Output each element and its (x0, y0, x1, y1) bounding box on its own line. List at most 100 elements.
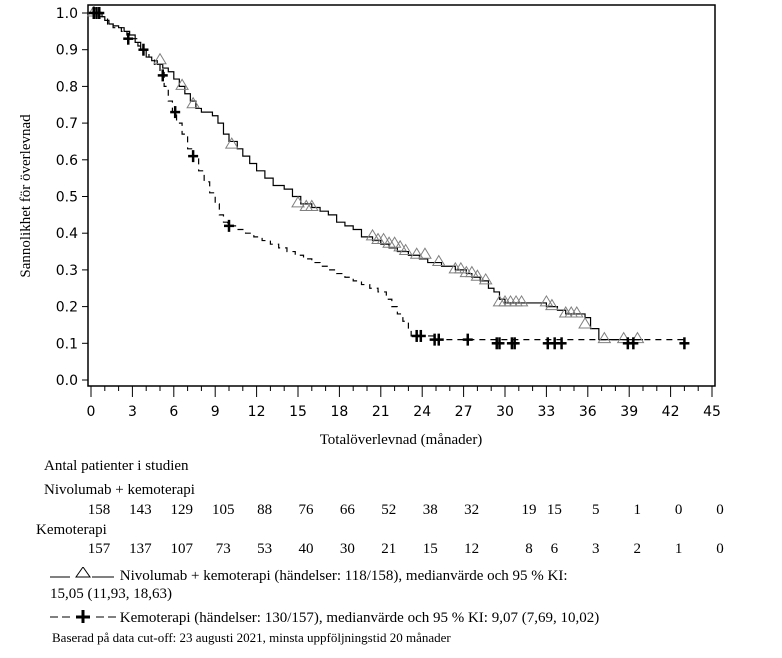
censor-plus (679, 337, 690, 350)
censor-plus (157, 69, 168, 82)
censor-triangle (418, 247, 432, 259)
at-risk-count: 157 (87, 541, 111, 557)
censor-triangle (470, 269, 485, 281)
censor-triangle (393, 239, 408, 252)
y-tick-label: 0.1 (56, 336, 78, 352)
at-risk-count: 76 (298, 502, 314, 518)
curve-nivolumab (91, 12, 643, 341)
at-risk-count: 52 (381, 502, 397, 518)
y-tick-label: 0.9 (56, 43, 78, 59)
censor-plus (494, 337, 505, 350)
censor-plus (462, 333, 473, 346)
legend-nivo: Nivolumab + kemoterapi (händelser: 118/1… (50, 566, 568, 585)
censor-triangle (431, 254, 446, 267)
at-risk-group-nivo: Nivolumab + kemoterapi (44, 482, 195, 498)
at-risk-count: 40 (298, 541, 314, 557)
at-risk-count: 1 (674, 541, 683, 557)
plot-frame (87, 4, 716, 387)
at-risk-count: 38 (422, 502, 438, 518)
censor-triangle (545, 298, 559, 311)
at-risk-count: 143 (129, 502, 152, 518)
censor-plus (628, 337, 639, 350)
curves (91, 12, 685, 344)
censor-plus (556, 337, 567, 350)
censor-triangle (597, 331, 612, 344)
x-tick-label: 42 (662, 404, 680, 420)
x-tick-label: 15 (289, 404, 307, 420)
x-tick-label: 18 (330, 404, 348, 420)
legend-chemo-text: Kemoterapi (händelser: 130/157), medianv… (119, 610, 600, 626)
x-tick-label: 9 (211, 404, 220, 420)
y-tick-label: 1.0 (56, 6, 78, 22)
censor-triangle (514, 294, 529, 307)
censor-plus (415, 329, 426, 342)
x-tick-label: 39 (620, 404, 638, 420)
x-tick-label: 27 (455, 404, 473, 420)
footnote: Baserad på data cut-off: 23 augusti 2021… (52, 630, 451, 645)
x-tick-label: 24 (413, 404, 431, 420)
censor-triangle (578, 316, 592, 329)
x-tick-label: 30 (496, 404, 514, 420)
legend-chemo: Kemoterapi (händelser: 130/157), medianv… (50, 609, 599, 627)
at-risk-count: 158 (87, 502, 111, 518)
censor-triangle (569, 305, 584, 318)
censor-triangle (224, 137, 239, 149)
at-risk-count: 73 (215, 541, 231, 557)
censor-triangle (175, 78, 189, 90)
km-chart: 0.00.10.20.30.40.50.60.70.80.91.0 0 3 6 9 12… (18, 4, 721, 448)
at-risk-count: 6 (550, 541, 559, 557)
x-tick-label: 36 (579, 404, 597, 420)
x-tick-label: 33 (537, 404, 555, 420)
y-tick-label: 0.0 (56, 373, 78, 389)
legend-nivo-symbol (50, 566, 114, 578)
at-risk-count: 8 (525, 541, 533, 557)
censor-plus (433, 333, 444, 346)
legend-nivo-median: 15,05 (11,93, 18,63) (50, 586, 172, 602)
x-tick-label: 12 (248, 404, 266, 420)
y-tick-label: 0.5 (56, 190, 78, 206)
censor-plus (188, 150, 199, 163)
at-risk-count: 5 (592, 502, 600, 518)
censor-triangle (291, 195, 305, 208)
censor-plus (123, 32, 134, 45)
at-risk-count: 137 (129, 541, 152, 557)
censor-plus (509, 337, 520, 350)
curve-kemoterapi (91, 12, 685, 344)
at-risk-count: 12 (464, 541, 480, 557)
at-risk-count: 15 (422, 541, 438, 557)
censor-triangle (398, 243, 413, 256)
y-axis: 0.0 0.1 0.2 0.3 0.4 0.5 0.6 0.7 0.8 0.9 1.0 (56, 6, 88, 389)
y-tick-label: 0.4 (56, 226, 78, 242)
at-risk-count: 105 (211, 502, 235, 518)
censor-triangle (304, 199, 319, 212)
at-risk-count: 107 (170, 541, 194, 557)
at-risk-count: 32 (464, 502, 480, 518)
censor-triangle (453, 261, 468, 274)
censor-plus (224, 219, 234, 232)
x-tick-label: 0 (87, 404, 96, 420)
x-tick-label: 45 (703, 404, 721, 420)
censor-markers (86, 5, 690, 350)
censor-triangle (365, 228, 380, 241)
y-tick-label: 0.3 (56, 263, 78, 279)
x-tick-label: 6 (169, 404, 178, 420)
censor-triangle (409, 247, 424, 259)
at-risk-group-chemo: Kemoterapi (36, 522, 107, 538)
censor-triangle (539, 294, 554, 307)
y-tick-label: 0.6 (56, 153, 78, 169)
censor-triangle (464, 265, 479, 278)
censor-plus (94, 7, 105, 19)
at-risk-count: 21 (381, 541, 397, 557)
at-risk-title: Antal patienter i studien (44, 458, 189, 474)
censor-triangle (387, 236, 402, 248)
y-axis-title: Sannolikhet för överlevnad (18, 114, 34, 278)
at-risk-count: 30 (339, 541, 355, 557)
x-tick-label: 21 (372, 404, 390, 420)
y-tick-label: 0.8 (56, 79, 78, 95)
legend-nivo-text: Nivolumab + kemoterapi (händelser: 118/1… (119, 568, 568, 584)
x-axis: 0 3 6 9 12 15 18 21 24 27 30 33 36 39 42 45 (87, 386, 721, 420)
censor-triangle (186, 96, 201, 109)
at-risk-count: 3 (592, 541, 600, 557)
at-risk-count: 0 (716, 541, 724, 557)
at-risk-count: 15 (546, 502, 562, 518)
